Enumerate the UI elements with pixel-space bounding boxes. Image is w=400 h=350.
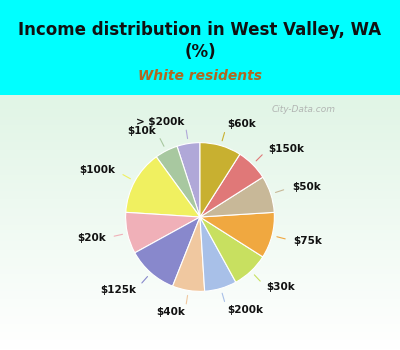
Text: > $200k: > $200k: [136, 117, 185, 126]
Wedge shape: [200, 217, 263, 282]
Text: $100k: $100k: [79, 166, 115, 175]
Text: City-Data.com: City-Data.com: [272, 105, 336, 114]
Text: $200k: $200k: [227, 305, 263, 315]
Text: $30k: $30k: [266, 282, 295, 293]
Text: Income distribution in West Valley, WA
(%): Income distribution in West Valley, WA (…: [18, 21, 382, 61]
Text: $150k: $150k: [268, 144, 304, 154]
Wedge shape: [156, 146, 200, 217]
Text: $10k: $10k: [127, 126, 156, 136]
Wedge shape: [200, 177, 274, 217]
Wedge shape: [200, 217, 236, 291]
Text: $20k: $20k: [77, 233, 106, 243]
Text: $125k: $125k: [100, 285, 136, 295]
Text: $60k: $60k: [227, 119, 256, 129]
Wedge shape: [126, 212, 200, 253]
Wedge shape: [173, 217, 205, 291]
Wedge shape: [177, 143, 200, 217]
Wedge shape: [200, 212, 274, 257]
Text: $75k: $75k: [294, 236, 322, 246]
Wedge shape: [200, 143, 240, 217]
Wedge shape: [200, 154, 263, 217]
Text: $50k: $50k: [292, 182, 321, 192]
Wedge shape: [135, 217, 200, 286]
Wedge shape: [126, 157, 200, 217]
Text: White residents: White residents: [138, 69, 262, 83]
Text: $40k: $40k: [156, 308, 185, 317]
